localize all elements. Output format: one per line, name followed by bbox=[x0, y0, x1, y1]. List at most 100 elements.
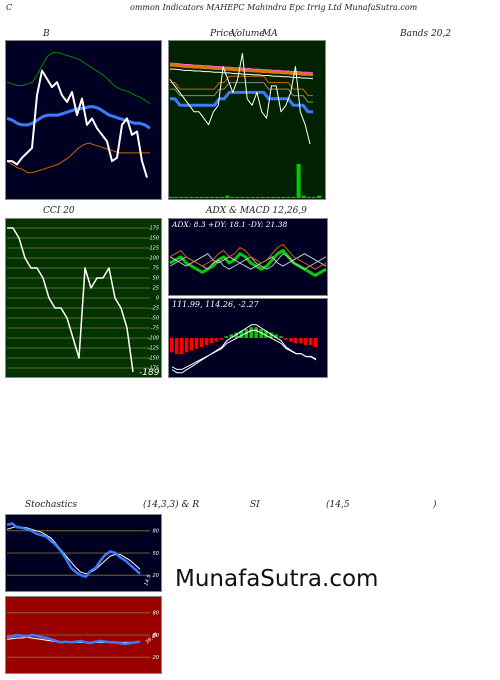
macd-histogram-bar bbox=[229, 334, 234, 338]
volume-bar bbox=[240, 196, 245, 198]
signal-line bbox=[171, 329, 317, 370]
cci-tick-label: 75 bbox=[153, 266, 159, 272]
panel-background bbox=[5, 40, 162, 200]
volume-bar bbox=[306, 196, 311, 198]
volume-bar bbox=[179, 196, 184, 198]
volume-bar bbox=[194, 196, 199, 198]
cci-tick-label: -125 bbox=[148, 346, 159, 352]
rsi-params-label: (14,5 bbox=[326, 500, 350, 510]
macd-histogram-bar bbox=[309, 338, 313, 346]
short-ma-orange-line bbox=[170, 75, 313, 97]
stochastics-label: Stochastics bbox=[25, 500, 78, 510]
adx-panel bbox=[168, 218, 328, 296]
macd-histogram-bar bbox=[249, 327, 253, 338]
cci-panel: 175 150 125 100 75 50 25 0 -25 -50 -75 -100 -125 -150… bbox=[5, 218, 162, 378]
rsi-tick-label: 80 bbox=[153, 611, 159, 617]
price-ma-chart bbox=[168, 40, 326, 200]
cci-tick-label: 25 bbox=[153, 286, 159, 292]
short-ma-grey-line bbox=[170, 82, 313, 103]
bollinger-chart bbox=[5, 40, 162, 200]
price-label: Price, bbox=[210, 29, 237, 39]
cci-tick-label: 175 bbox=[149, 226, 159, 232]
cci-tick-label: 50 bbox=[153, 276, 159, 282]
cci-last-value: -189 bbox=[139, 368, 160, 378]
rsi-tick-label: 20 bbox=[153, 655, 159, 661]
long-ma-line bbox=[170, 63, 314, 77]
volume-bar bbox=[169, 196, 173, 198]
volume-label: Volume bbox=[231, 29, 265, 39]
macd-histogram-bar bbox=[284, 338, 288, 340]
volume-bar bbox=[214, 196, 219, 198]
macd-histogram-bar bbox=[289, 338, 293, 342]
macd-histogram-bar bbox=[294, 338, 298, 344]
cci-chart: 175 150 125 100 75 50 25 0 -25 -50 -75 -100 -125 -150… bbox=[5, 218, 162, 378]
macd-histogram-bar bbox=[239, 330, 243, 338]
volume-bar bbox=[245, 196, 250, 198]
cci-tick-label: 125 bbox=[149, 246, 159, 252]
cci-tick-label: -50 bbox=[151, 316, 159, 322]
adx-readout: ADX: 8.3 +DY: 18.1 -DY: 21.38 bbox=[172, 220, 288, 229]
macd-histogram-bar bbox=[175, 338, 179, 355]
lower-band-line bbox=[6, 142, 150, 174]
rsi-tick-label: 50 bbox=[153, 633, 159, 639]
header-c: C bbox=[6, 3, 13, 12]
long-ma-lower-line bbox=[170, 68, 314, 80]
macd-histogram-bar bbox=[204, 338, 209, 346]
volume-bar bbox=[301, 195, 306, 198]
volume-bar bbox=[204, 196, 209, 198]
cci-tick-label: -175 bbox=[148, 366, 159, 372]
volume-bar bbox=[255, 196, 260, 198]
long-ma-upper-line bbox=[170, 62, 314, 74]
macd-histogram-bar bbox=[219, 338, 224, 340]
macd-histogram-bar bbox=[259, 329, 263, 338]
close-paren-label: ) bbox=[433, 500, 437, 510]
stoch-last-value: 14.5 bbox=[143, 574, 152, 587]
volume-bar bbox=[260, 196, 265, 198]
macd-histogram-bar bbox=[234, 332, 239, 338]
adx-chart bbox=[168, 218, 328, 296]
macd-histogram-bar bbox=[199, 338, 204, 347]
cci-line bbox=[7, 227, 134, 373]
cci-tick-label: -25 bbox=[151, 306, 159, 312]
bands-label: Bands 20,2 bbox=[400, 29, 452, 39]
stoch-k-line bbox=[6, 522, 141, 578]
bollinger-label: B bbox=[43, 29, 50, 39]
rsi-panel: 80 50 20 39.48 bbox=[5, 596, 162, 674]
stoch-tick-label: 80 bbox=[153, 529, 159, 535]
cci-tick-label: -100 bbox=[148, 336, 159, 342]
macd-histogram-bar bbox=[214, 338, 219, 342]
rsi-line bbox=[6, 633, 141, 646]
volume-bar bbox=[235, 196, 240, 198]
macd-chart bbox=[168, 298, 328, 378]
minus-di-line bbox=[169, 253, 327, 270]
stoch-params-label: (14,3,3) & R bbox=[143, 500, 200, 510]
cci-tick-label: -75 bbox=[151, 326, 159, 332]
macd-histogram-bar bbox=[209, 338, 214, 344]
volume-bar bbox=[199, 196, 204, 198]
macd-histogram-bar bbox=[184, 338, 189, 353]
ma-label: MA bbox=[262, 29, 278, 39]
volume-bar bbox=[266, 196, 270, 198]
macd-histogram-bar bbox=[304, 338, 308, 346]
volume-bar bbox=[311, 196, 316, 198]
volume-bar bbox=[296, 164, 301, 198]
macd-panel bbox=[168, 298, 328, 378]
stochastics-panel: 80 50 20 14.5 bbox=[5, 514, 162, 592]
macd-histogram-bar bbox=[170, 338, 174, 353]
volume-bar bbox=[291, 196, 296, 198]
macd-histogram-bar bbox=[269, 332, 273, 338]
volume-bar bbox=[189, 196, 194, 198]
stoch-tick-label: 20 bbox=[153, 573, 159, 579]
macd-histogram-bar bbox=[254, 327, 258, 338]
price-ma-panel bbox=[168, 40, 326, 200]
macd-histogram-bar bbox=[179, 338, 184, 355]
macd-histogram-bar bbox=[264, 330, 268, 338]
macd-readout: 111.99, 114.26, -2.27 bbox=[172, 300, 259, 309]
volume-bar bbox=[174, 196, 179, 198]
bollinger-panel bbox=[5, 40, 162, 200]
price-line bbox=[169, 53, 311, 145]
si-label: SI bbox=[250, 500, 260, 510]
volume-bar bbox=[317, 195, 321, 198]
cci-label: CCI 20 bbox=[43, 206, 75, 216]
